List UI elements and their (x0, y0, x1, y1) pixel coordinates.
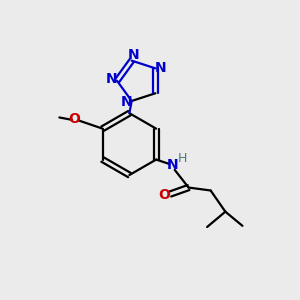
Text: N: N (121, 95, 132, 110)
Text: O: O (158, 188, 170, 202)
Text: N: N (127, 48, 139, 62)
Text: N: N (106, 72, 118, 86)
Text: H: H (178, 152, 188, 166)
Text: N: N (155, 61, 167, 75)
Text: O: O (68, 112, 80, 126)
Text: N: N (167, 158, 178, 172)
